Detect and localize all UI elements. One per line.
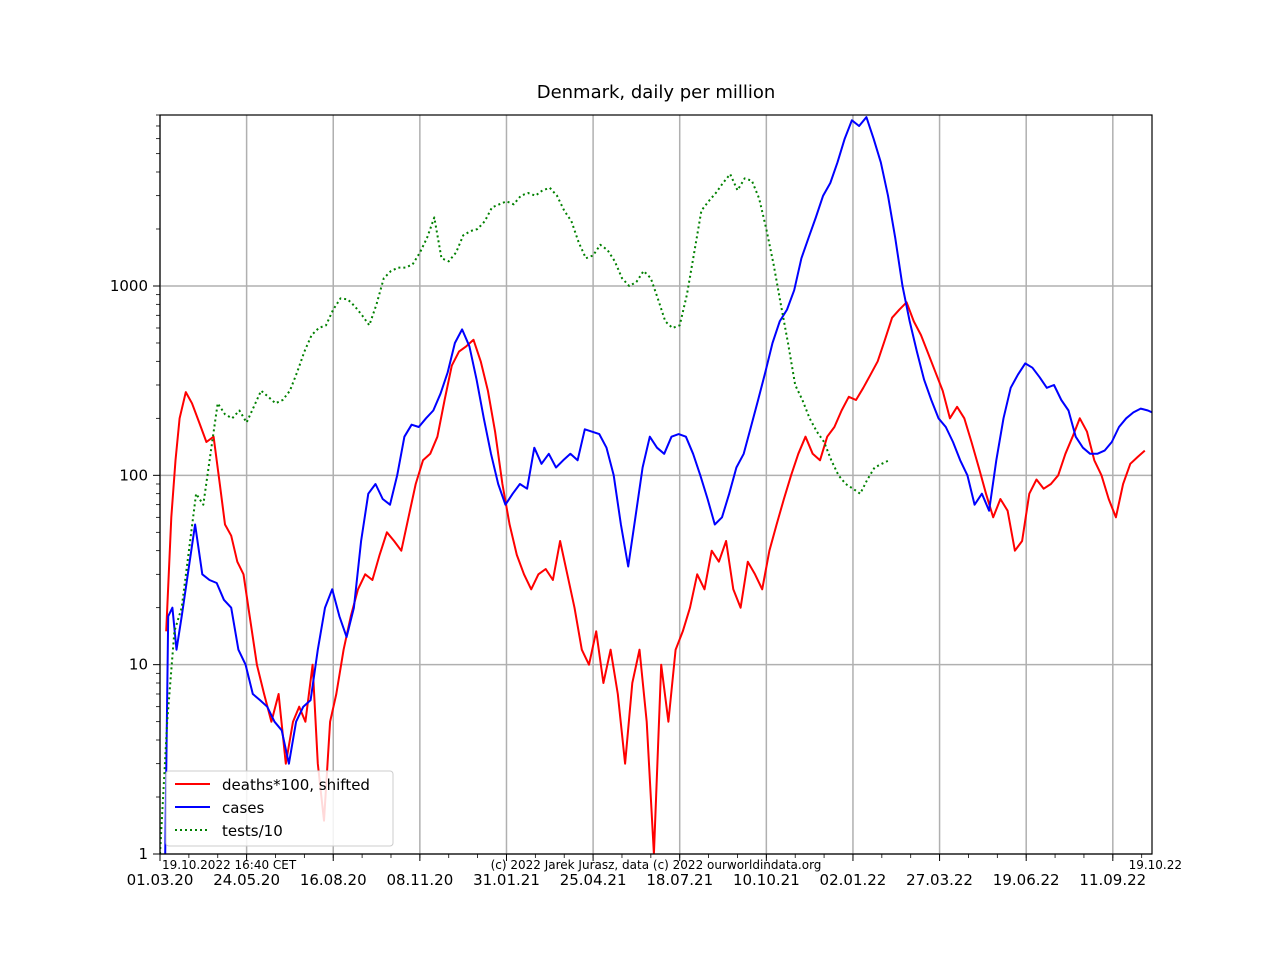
x-tick-label: 18.07.21 [646, 871, 713, 889]
x-tick-label: 11.09.22 [1079, 871, 1146, 889]
legend-tests-label: tests/10 [222, 822, 283, 840]
x-tick-label: 01.03.20 [127, 871, 194, 889]
plot-frame [159, 114, 1153, 855]
series-layer [160, 116, 1152, 854]
series-tests-10 [160, 173, 890, 854]
y-tick-label: 10 [129, 656, 148, 674]
plot-background [160, 115, 1152, 854]
x-tick-label: 19.06.22 [993, 871, 1060, 889]
grid-lines [159, 115, 1152, 855]
x-tick-label: 10.10.21 [733, 871, 800, 889]
x-tick-label: 08.11.20 [386, 871, 453, 889]
copyright-annotation: (c) 2022 Jarek Jurasz, data (c) 2022 our… [491, 858, 822, 872]
timestamp-annotation: 19.10.2022 16:40 CET [162, 858, 297, 872]
legend-cases-label: cases [222, 799, 264, 817]
end-date-annotation: 19.10.22 [1129, 858, 1182, 872]
x-tick-label: 31.01.21 [473, 871, 540, 889]
x-tick-label: 25.04.21 [560, 871, 627, 889]
legend-box [165, 770, 394, 847]
series-line [164, 116, 1152, 854]
series-cases [164, 116, 1152, 854]
legend: deaths*100, shifted cases tests/10 [165, 770, 394, 847]
y-tick-label: 100 [119, 466, 148, 484]
series-line [160, 173, 890, 854]
x-tick-label: 24.05.20 [213, 871, 280, 889]
y-tick-label: 1 [138, 845, 148, 863]
x-tick-label: 27.03.22 [906, 871, 973, 889]
x-axis: 01.03.20 24.05.20 16.08.20 08.11.20 31.01.21… [127, 854, 1146, 889]
legend-deaths-label: deaths*100, shifted [222, 776, 370, 794]
x-tick-label: 02.01.22 [820, 871, 887, 889]
y-tick-label: 1000 [110, 277, 148, 295]
x-tick-label: 16.08.20 [300, 871, 367, 889]
y-axis: 1 10 100 1000 [110, 277, 160, 863]
chart-title: Denmark, daily per million [537, 82, 776, 103]
